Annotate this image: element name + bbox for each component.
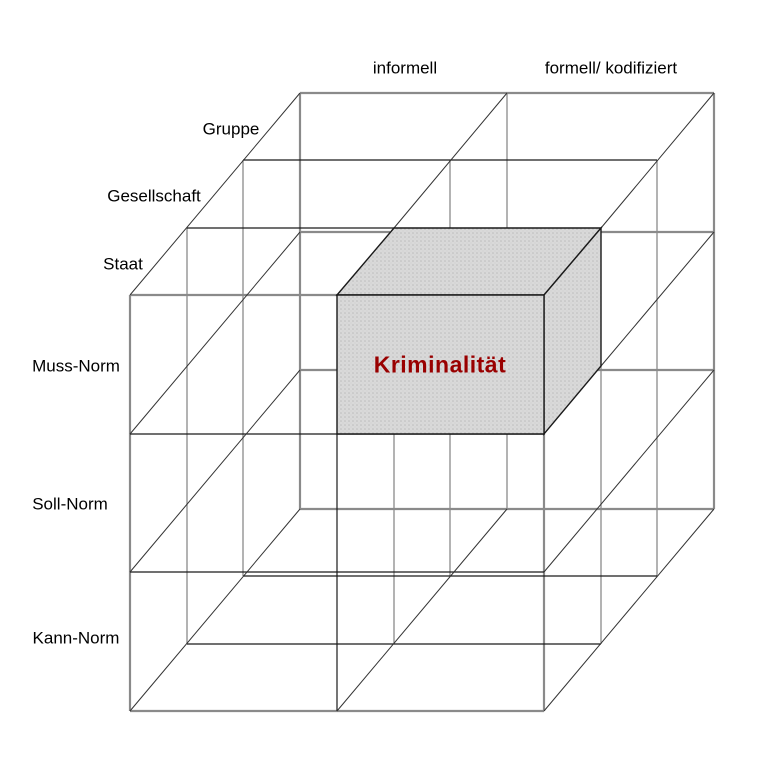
grid-line [543, 508, 715, 712]
grid-line [129, 369, 301, 573]
grid-line [600, 92, 715, 229]
grid-line [129, 92, 301, 296]
grid-line [600, 231, 715, 367]
row-label-kann-norm: Kann-Norm [32, 628, 120, 648]
depth-label-gruppe: Gruppe [202, 119, 260, 139]
depth-label-gesellschaft: Gesellschaft [107, 186, 201, 206]
grid-line [129, 231, 301, 435]
column-label-informell: informell [372, 58, 438, 78]
grid-line [393, 92, 508, 229]
grid-line [543, 369, 715, 573]
highlight-cell-box [335, 226, 603, 436]
depth-label-staat: Staat [103, 254, 143, 274]
row-label-muss-norm: Muss-Norm [32, 356, 120, 376]
column-label-formell-kodifiziert: formell/ kodifiziert [544, 58, 678, 78]
depth-diagonal-lines [129, 92, 715, 712]
grid-line [129, 508, 301, 712]
row-label-soll-norm: Soll-Norm [32, 494, 108, 514]
highlight-box-front-face [336, 294, 545, 435]
grid-line [336, 508, 508, 712]
highlight-label-kriminalitaet: Kriminalität [373, 351, 507, 378]
